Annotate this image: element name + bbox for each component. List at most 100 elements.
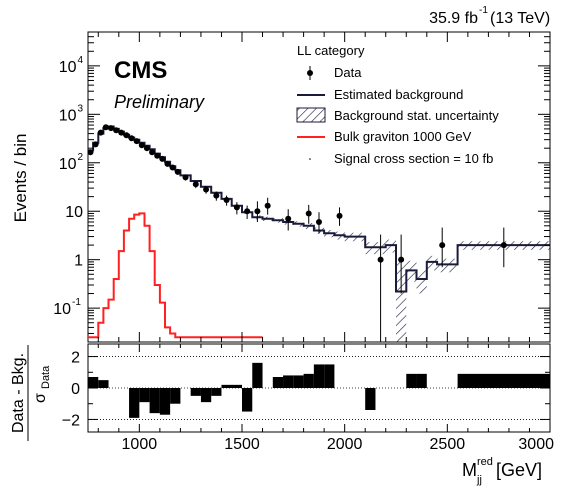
y-tick-label: 10 — [59, 107, 77, 124]
data-point — [398, 256, 405, 263]
ratio-bar — [242, 388, 253, 412]
data-point — [500, 242, 507, 249]
data-point — [264, 202, 271, 209]
y-axis-label: Events / bin — [11, 134, 30, 223]
data-point — [113, 127, 120, 134]
data-point — [316, 218, 322, 225]
legend-uncertainty: Background stat. uncertainty — [334, 108, 499, 123]
svg-text:Data: Data — [40, 365, 52, 389]
data-point — [192, 181, 199, 188]
uncertainty-band-bin — [426, 255, 438, 271]
y-tick-exponent: -1 — [72, 297, 81, 308]
data-points — [88, 124, 507, 342]
ratio-bar — [313, 364, 325, 388]
y-tick-exponent: 4 — [78, 55, 84, 66]
data-point — [305, 210, 312, 217]
svg-text:red: red — [477, 456, 493, 468]
ratio-y-tick-label: −2 — [62, 412, 80, 429]
legend-data-marker — [307, 70, 313, 76]
data-point — [92, 141, 99, 148]
ratio-x-tick-label: 2500 — [430, 436, 466, 453]
uncertainty-band-bin — [396, 261, 407, 342]
data-point — [128, 135, 135, 142]
data-point — [88, 149, 94, 156]
ratio-bar — [200, 388, 212, 403]
data-point — [118, 129, 125, 136]
ratio-bar — [324, 364, 335, 388]
ratio-bar — [129, 388, 140, 418]
ratio-y-tick-label: 0 — [71, 381, 80, 398]
legend-xsec-marker — [309, 158, 311, 160]
svg-text:[GeV]: [GeV] — [496, 460, 542, 480]
y-tick-label: 10 — [65, 204, 83, 221]
y-tick-label: 10 — [59, 156, 77, 173]
ratio-bar — [98, 380, 109, 388]
data-point — [102, 124, 109, 131]
data-point — [285, 215, 292, 222]
ratio-bar — [293, 375, 304, 388]
ratio-x-tick-label: 2000 — [327, 436, 363, 453]
legend-data: Data — [334, 65, 362, 80]
ratio-bar — [170, 388, 181, 404]
legend-uncertainty-swatch — [296, 107, 326, 123]
legend-background: Estimated background — [334, 87, 463, 102]
data-point — [213, 192, 220, 199]
ratio-x-tick-label: 1000 — [122, 436, 158, 453]
svg-text:σ: σ — [32, 393, 49, 403]
ratio-bar — [88, 377, 99, 388]
legend-xsec: Signal cross section = 10 fb — [334, 151, 493, 166]
cms-label: CMS — [114, 57, 167, 84]
ratio-bar — [406, 373, 417, 388]
legend-category: LL category — [297, 43, 365, 58]
data-point — [169, 164, 176, 171]
data-point — [223, 197, 230, 204]
ratio-axis-ticks: 1000 1500 2000 2500 3000 2 0 −2 — [62, 344, 554, 453]
data-point — [182, 174, 189, 181]
y-tick-exponent: 2 — [78, 152, 84, 163]
svg-text:Data - Bkg.: Data - Bkg. — [10, 353, 27, 433]
data-point — [97, 129, 104, 136]
ratio-bar — [283, 375, 294, 388]
svg-text:jj: jj — [476, 474, 482, 486]
data-point — [336, 212, 343, 219]
data-point — [143, 145, 150, 152]
ratio-y-tick-label: 2 — [71, 350, 80, 367]
ratio-bar — [416, 373, 427, 388]
top-axis-ticks — [88, 31, 551, 343]
y-tick-label: 10 — [59, 59, 77, 76]
ratio-bar — [190, 388, 201, 396]
ratio-x-tick-label: 3000 — [518, 436, 554, 453]
data-point — [254, 208, 261, 215]
data-point — [149, 149, 156, 156]
signal-histogram — [88, 212, 263, 339]
x-axis-label: M red jj [GeV] — [462, 456, 542, 486]
data-point — [174, 168, 181, 175]
uncertainty-band-bin — [416, 270, 427, 294]
data-point — [107, 125, 114, 132]
y-tick-exponent: 3 — [78, 103, 84, 114]
data-point — [133, 138, 140, 145]
legend: LL category Data Estimated background Ba… — [296, 43, 499, 166]
legend-signal: Bulk graviton 1000 GeV — [334, 129, 472, 144]
ratio-bars — [88, 362, 550, 418]
ratio-bar — [272, 377, 284, 388]
energy-label: (13 TeV) — [490, 10, 550, 27]
ratio-bar — [457, 373, 550, 388]
ratio-bar — [159, 388, 171, 415]
data-point — [164, 160, 171, 167]
preliminary-label: Preliminary — [114, 92, 205, 112]
y-tick-label: 1 — [74, 253, 83, 270]
data-point — [233, 204, 240, 211]
data-point — [203, 186, 210, 193]
ratio-bar — [365, 388, 376, 410]
uncertainty-band-bin — [437, 258, 458, 273]
data-point — [138, 142, 145, 149]
data-point — [154, 152, 161, 159]
luminosity-exponent: -1 — [479, 5, 488, 16]
ratio-bar — [221, 384, 242, 388]
y-tick-label: 10 — [53, 301, 71, 318]
ratio-x-tick-label: 1500 — [224, 436, 260, 453]
ratio-bar — [139, 388, 150, 403]
